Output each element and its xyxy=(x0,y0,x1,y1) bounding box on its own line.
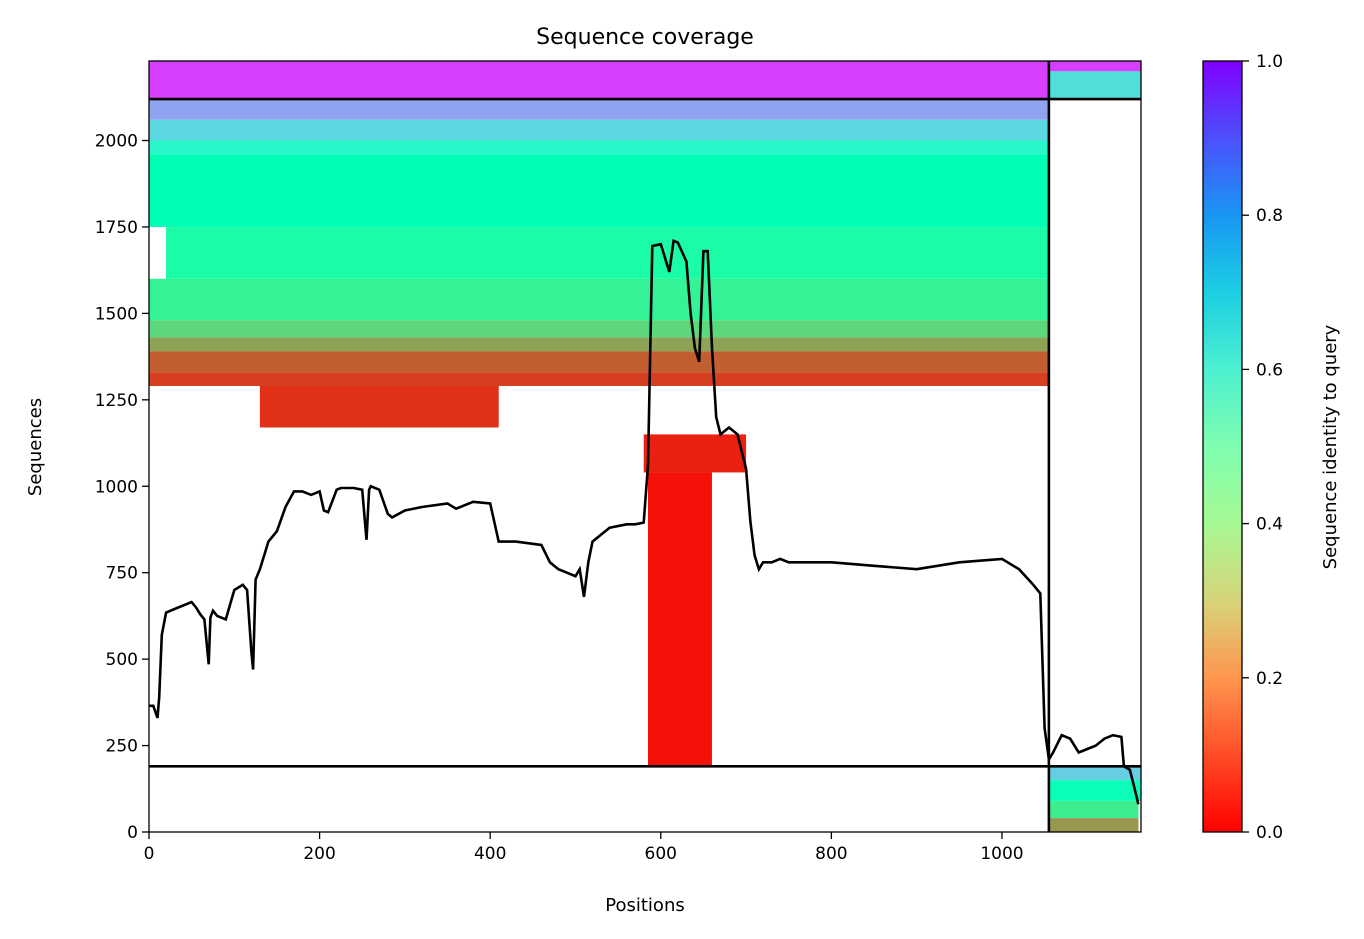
y-axis-ticks: 0 250 500 750 1000 1250 1500 1750 2000 xyxy=(95,132,149,843)
colorbar-label: Sequence identity to query xyxy=(1320,324,1341,569)
x-tick-label: 600 xyxy=(645,844,677,864)
y-tick-label: 500 xyxy=(106,650,138,670)
colorbar-tick-label: 1.0 xyxy=(1256,52,1283,72)
identity-band-4 xyxy=(149,154,1049,227)
colorbar-tick-label: 0.0 xyxy=(1256,823,1283,843)
chart-title: Sequence coverage xyxy=(536,25,754,50)
identity-band-10 xyxy=(149,372,1049,386)
coverage-line xyxy=(149,238,1140,805)
colorbar-tick-label: 0.4 xyxy=(1256,515,1283,535)
y-axis-label: Sequences xyxy=(25,398,46,496)
identity-band-15 xyxy=(1048,71,1141,100)
colorbar-tick-label: 0.6 xyxy=(1256,360,1283,380)
chain-boundaries xyxy=(149,61,1141,832)
colorbar-tick-label: 0.8 xyxy=(1256,206,1283,226)
y-tick-label: 1750 xyxy=(95,218,138,238)
x-tick-label: 0 xyxy=(144,844,155,864)
identity-band-1 xyxy=(149,99,1049,120)
plot-frame xyxy=(148,60,1142,833)
y-tick-label: 2000 xyxy=(95,132,138,152)
y-tick-label: 1500 xyxy=(95,304,138,324)
y-tick-label: 250 xyxy=(106,737,138,757)
identity-band-12 xyxy=(643,434,747,473)
y-tick-label: 1250 xyxy=(95,391,138,411)
identity-band-18 xyxy=(1048,800,1139,819)
identity-band-16 xyxy=(1048,766,1141,781)
x-axis-ticks: 0 200 400 600 800 1000 xyxy=(144,832,1024,864)
identity-band-8 xyxy=(149,337,1049,352)
colorbar xyxy=(1202,60,1243,833)
x-tick-label: 800 xyxy=(815,844,847,864)
colorbar-tick-label: 0.2 xyxy=(1256,669,1283,689)
identity-band-9 xyxy=(149,351,1049,373)
x-tick-label: 1000 xyxy=(980,844,1023,864)
x-axis-label: Positions xyxy=(605,895,684,916)
y-tick-label: 750 xyxy=(106,564,138,584)
colorbar-ticks: 0.0 0.2 0.4 0.6 0.8 1.0 xyxy=(1242,52,1283,843)
y-tick-label: 0 xyxy=(127,823,138,843)
identity-heatmap xyxy=(149,61,1141,832)
x-tick-label: 200 xyxy=(303,844,335,864)
identity-band-13 xyxy=(647,472,712,767)
identity-band-7 xyxy=(149,320,1049,338)
identity-band-2 xyxy=(149,119,1049,141)
y-tick-label: 1000 xyxy=(95,477,138,497)
identity-band-14 xyxy=(1048,61,1141,72)
identity-band-17 xyxy=(1048,780,1141,801)
identity-band-0 xyxy=(149,61,1049,100)
identity-band-11 xyxy=(259,385,499,428)
identity-band-6 xyxy=(149,278,1049,321)
identity-band-19 xyxy=(1048,818,1139,832)
x-tick-label: 400 xyxy=(474,844,506,864)
identity-band-5 xyxy=(166,226,1049,279)
identity-band-3 xyxy=(149,140,1049,155)
